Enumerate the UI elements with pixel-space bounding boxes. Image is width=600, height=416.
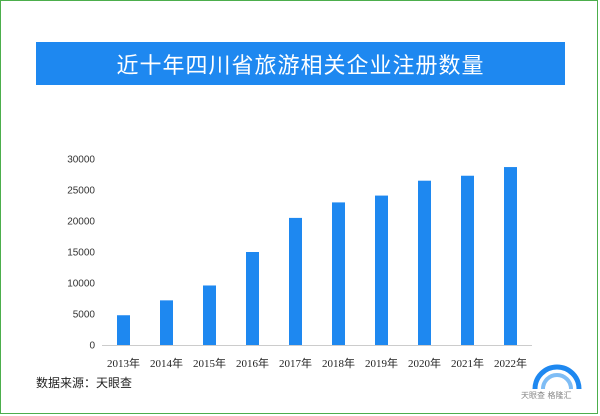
bar [461,175,474,345]
watermark-logo: 天眼查 格隆汇 [521,357,591,405]
bar [375,195,388,345]
y-tick-label: 15000 [67,248,95,259]
bar [246,252,259,345]
watermark-text: 天眼查 格隆汇 [521,391,572,400]
y-tick-label: 25000 [67,186,95,197]
x-axis: 2013年 2014年 2015年 2016年 2017年 2018年 2019年 2020年… [102,345,532,370]
y-tick-label: 30000 [67,155,95,166]
y-tick-label: 10000 [67,279,95,290]
x-tick-label: 2017年 [279,356,312,370]
x-tick-label: 2018年 [322,356,355,370]
bar [332,202,345,345]
x-tick-label: 2014年 [150,356,183,370]
bars [117,167,517,345]
bar [504,167,517,345]
bar [160,300,173,345]
x-tick-label: 2022年 [494,356,527,370]
x-tick-label: 2020年 [408,356,441,370]
bar [418,180,431,345]
x-tick-label: 2016年 [236,356,269,370]
x-tick-label: 2021年 [451,356,484,370]
logo-icon [532,364,582,390]
y-tick-label: 0 [89,341,95,352]
title-banner: 近十年四川省旅游相关企业注册数量 [36,42,565,85]
data-source: 数据来源：天眼查 [36,376,133,390]
y-tick-label: 20000 [67,217,95,228]
y-tick-label: 5000 [73,310,96,321]
y-axis: 0 5000 10000 15000 20000 25000 30000 [67,155,95,352]
bar [289,217,302,345]
chart-title: 近十年四川省旅游相关企业注册数量 [116,53,485,79]
x-tick-label: 2019年 [365,356,398,370]
x-tick-label: 2013年 [107,356,140,370]
x-tick-label: 2015年 [193,356,226,370]
bar [203,285,216,345]
bar [117,315,130,345]
